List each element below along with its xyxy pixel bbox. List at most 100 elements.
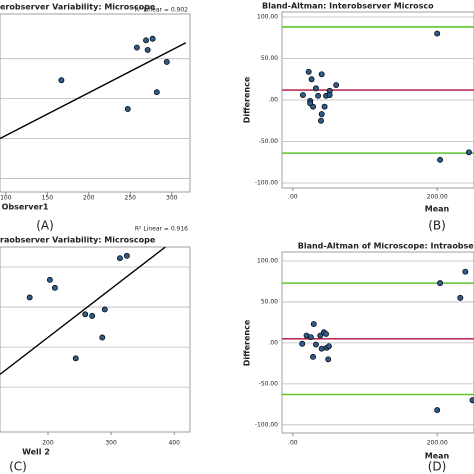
annotation: R² Linear = 0.916 <box>135 226 188 233</box>
point <box>312 341 319 348</box>
x-tick-label: 300 <box>166 195 178 202</box>
point <box>318 345 325 352</box>
point <box>317 332 324 339</box>
x-tick-label: 100 <box>0 195 12 202</box>
panel-label: (A) <box>36 219 54 233</box>
point <box>462 268 469 275</box>
point <box>46 276 53 283</box>
chart-title: erobserver Variability: Microscope <box>0 3 156 12</box>
y-tick-label: .00 <box>268 97 278 104</box>
x-tick-label: 200 <box>83 195 95 202</box>
point <box>133 44 140 51</box>
point <box>116 255 123 262</box>
point <box>318 71 325 78</box>
point <box>58 77 65 84</box>
point <box>333 82 340 89</box>
point <box>434 30 441 37</box>
point <box>437 280 444 287</box>
annotation: R² Linear = 0.902 <box>135 7 188 14</box>
point <box>325 343 332 350</box>
y-tick-label: -50.00 <box>259 380 279 387</box>
panel-label: (C) <box>9 460 27 474</box>
point <box>434 407 441 414</box>
plot <box>0 247 190 388</box>
x-tick-label: .00 <box>288 194 298 201</box>
point <box>101 306 108 313</box>
point <box>72 355 79 362</box>
panel: 100 150 200 250 300 erobserver Variability: M… <box>0 3 191 233</box>
point <box>299 340 306 347</box>
x-tick-label: .00 <box>288 440 298 447</box>
point <box>310 321 317 328</box>
x-tick-label: 200 <box>42 440 54 447</box>
point <box>123 252 130 259</box>
point <box>51 284 58 291</box>
point <box>318 111 325 118</box>
plot <box>282 16 474 184</box>
point <box>144 46 151 53</box>
point <box>308 76 315 83</box>
point <box>469 397 474 404</box>
chart-title: Bland-Altman of Microscope: Intraobserve… <box>298 242 474 251</box>
x-tick-label: 200.00 <box>427 440 448 447</box>
plot <box>282 260 474 426</box>
y-tick-label: 100.00 <box>257 258 278 265</box>
point <box>124 106 131 112</box>
point <box>457 294 464 301</box>
fit-line <box>0 42 187 140</box>
point <box>143 37 149 44</box>
y-axis-label: Difference <box>243 319 252 366</box>
point <box>99 334 106 341</box>
x-axis-label: Observer1 <box>2 203 49 212</box>
y-tick-label: 100.00 <box>257 13 278 20</box>
point <box>299 92 306 98</box>
point <box>26 294 33 301</box>
point <box>325 356 332 363</box>
point <box>153 89 160 96</box>
y-tick-label: -100.00 <box>255 421 278 428</box>
point <box>82 311 89 318</box>
x-axis-label: Mean <box>425 452 450 461</box>
point <box>326 92 333 98</box>
panel-label: (B) <box>428 219 446 233</box>
plot-area <box>0 13 191 193</box>
point <box>307 100 314 107</box>
x-tick-label: 150 <box>42 195 54 202</box>
point <box>315 92 322 99</box>
point <box>307 334 314 341</box>
point <box>163 58 170 65</box>
chart-title: raobserver Variability: Microscope <box>0 236 156 245</box>
x-tick-label: 250 <box>125 195 137 202</box>
point <box>321 103 328 110</box>
point <box>318 117 324 124</box>
point <box>89 312 96 319</box>
panel: 200 300 400 raobserver Variability: Microsc… <box>0 226 191 474</box>
panel: 100.00 50.00 .00 -50.00 -100.00 .00 200.00 Blan… <box>243 242 474 474</box>
point <box>305 68 312 75</box>
plot <box>0 35 190 179</box>
y-axis-label: Difference <box>243 76 252 123</box>
point <box>465 149 472 156</box>
y-tick-label: .00 <box>268 339 278 346</box>
point <box>323 330 329 337</box>
point <box>437 156 444 163</box>
point <box>149 35 156 42</box>
y-tick-label: 50.00 <box>261 298 278 305</box>
x-axis-label: Mean <box>425 205 450 214</box>
panel-label: (D) <box>428 460 447 474</box>
chart-title: Bland-Altman: Interobserver Microsco <box>262 2 434 11</box>
y-tick-label: -100.00 <box>255 180 278 187</box>
x-tick-label: 300 <box>105 440 117 447</box>
panel: 100.00 50.00 .00 -50.00 -100.00 .00 200.00 Blan… <box>243 2 474 233</box>
x-tick-label: 400 <box>168 440 180 447</box>
y-tick-label: 50.00 <box>261 55 278 62</box>
fit-line <box>0 247 166 375</box>
x-tick-label: 200.00 <box>427 194 448 201</box>
plot-area <box>0 246 191 433</box>
plot-area <box>281 251 474 434</box>
y-tick-label: -50.00 <box>259 138 279 145</box>
x-axis-label: Well 2 <box>22 448 50 457</box>
point <box>312 85 319 92</box>
point <box>310 353 316 360</box>
